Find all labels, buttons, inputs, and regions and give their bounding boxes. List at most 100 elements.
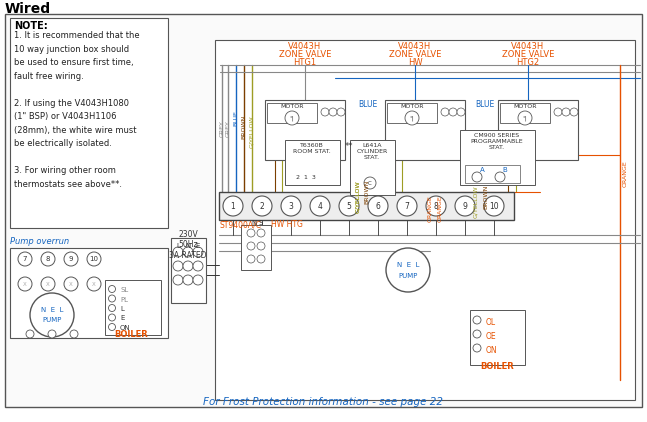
Text: BROWN: BROWN — [364, 180, 369, 204]
Text: MOTOR: MOTOR — [513, 104, 537, 109]
Text: 5: 5 — [347, 201, 351, 211]
Text: ZONE VALVE: ZONE VALVE — [389, 50, 441, 59]
Text: Wired: Wired — [5, 2, 51, 16]
Circle shape — [386, 248, 430, 292]
Text: 9: 9 — [463, 201, 467, 211]
Text: L: L — [176, 243, 180, 249]
Text: (28mm), the white wire must: (28mm), the white wire must — [14, 125, 137, 135]
Circle shape — [518, 111, 532, 125]
Circle shape — [109, 324, 116, 330]
Circle shape — [368, 196, 388, 216]
Text: 7: 7 — [23, 256, 27, 262]
Bar — [285, 140, 340, 185]
Text: G/YELLOW: G/YELLOW — [250, 115, 254, 148]
Text: BROWN: BROWN — [241, 115, 247, 139]
Circle shape — [30, 293, 74, 337]
Text: V4043H: V4043H — [399, 42, 432, 51]
Circle shape — [183, 275, 193, 285]
Circle shape — [41, 252, 55, 266]
Bar — [350, 140, 395, 195]
Text: BLUE: BLUE — [475, 100, 494, 109]
Circle shape — [426, 196, 446, 216]
Text: thermostats see above**.: thermostats see above**. — [14, 179, 122, 189]
Circle shape — [109, 295, 116, 302]
Circle shape — [554, 108, 562, 116]
Circle shape — [193, 247, 203, 257]
Circle shape — [193, 275, 203, 285]
Text: X: X — [92, 281, 96, 287]
Bar — [267, 103, 317, 123]
Circle shape — [472, 172, 482, 182]
Text: V4043H: V4043H — [289, 42, 322, 51]
Text: PUMP: PUMP — [399, 273, 418, 279]
Circle shape — [457, 108, 465, 116]
Text: ST9400A/C: ST9400A/C — [220, 220, 262, 229]
Text: PUMP: PUMP — [42, 317, 61, 323]
Text: 3: 3 — [289, 201, 294, 211]
Text: MOTOR: MOTOR — [400, 104, 424, 109]
Bar — [385, 100, 465, 160]
Circle shape — [64, 252, 78, 266]
Text: X: X — [69, 281, 73, 287]
Circle shape — [252, 196, 272, 216]
Circle shape — [183, 247, 193, 257]
Circle shape — [173, 261, 183, 271]
Circle shape — [364, 177, 376, 189]
Text: G/YELLOW: G/YELLOW — [474, 185, 479, 218]
Text: T6360B
ROOM STAT.: T6360B ROOM STAT. — [293, 143, 331, 154]
Text: V4043H: V4043H — [511, 42, 545, 51]
Text: Pump overrun: Pump overrun — [10, 237, 69, 246]
Text: BLUE: BLUE — [234, 110, 239, 126]
Text: ORANGE: ORANGE — [622, 160, 628, 187]
Text: N: N — [186, 243, 191, 249]
Bar — [470, 310, 525, 365]
Text: NOTE:: NOTE: — [14, 21, 48, 31]
Circle shape — [109, 305, 116, 311]
Text: OL: OL — [486, 318, 496, 327]
Text: X: X — [23, 281, 27, 287]
Text: N  E  L: N E L — [397, 262, 419, 268]
Circle shape — [337, 108, 345, 116]
Circle shape — [247, 255, 255, 263]
Text: 6: 6 — [375, 201, 380, 211]
Text: ORANGE: ORANGE — [428, 195, 432, 222]
Text: 1. It is recommended that the: 1. It is recommended that the — [14, 31, 140, 40]
Circle shape — [257, 242, 265, 250]
Circle shape — [562, 108, 570, 116]
Circle shape — [87, 277, 101, 291]
Circle shape — [18, 277, 32, 291]
Circle shape — [257, 255, 265, 263]
Text: 8: 8 — [46, 256, 50, 262]
Text: L: L — [120, 306, 124, 312]
Text: ZONE VALVE: ZONE VALVE — [279, 50, 331, 59]
Text: be used to ensure first time,: be used to ensure first time, — [14, 58, 134, 67]
Text: ZONE VALVE: ZONE VALVE — [502, 50, 554, 59]
Text: 7: 7 — [404, 201, 410, 211]
Text: ON: ON — [120, 325, 131, 331]
Text: C: C — [368, 181, 372, 186]
Text: fault free wiring.: fault free wiring. — [14, 71, 83, 81]
Circle shape — [495, 172, 505, 182]
Circle shape — [321, 108, 329, 116]
Text: BROWN: BROWN — [483, 185, 488, 209]
Circle shape — [455, 196, 475, 216]
Text: 2: 2 — [259, 201, 265, 211]
Circle shape — [193, 261, 203, 271]
Circle shape — [473, 330, 481, 338]
Text: SL: SL — [120, 287, 128, 293]
Text: BOILER: BOILER — [114, 330, 148, 339]
Bar — [498, 100, 578, 160]
Circle shape — [87, 252, 101, 266]
Text: HW: HW — [408, 58, 422, 67]
Text: A: A — [479, 167, 485, 173]
Circle shape — [48, 330, 56, 338]
Text: BLUE: BLUE — [358, 100, 377, 109]
Text: °|: °| — [410, 115, 414, 121]
Circle shape — [26, 330, 34, 338]
Bar — [265, 100, 345, 160]
Text: G/YELLOW: G/YELLOW — [355, 180, 360, 213]
Circle shape — [41, 277, 55, 291]
Text: (1" BSP) or V4043H1106: (1" BSP) or V4043H1106 — [14, 112, 116, 121]
Circle shape — [109, 314, 116, 321]
Text: °|: °| — [523, 115, 527, 121]
